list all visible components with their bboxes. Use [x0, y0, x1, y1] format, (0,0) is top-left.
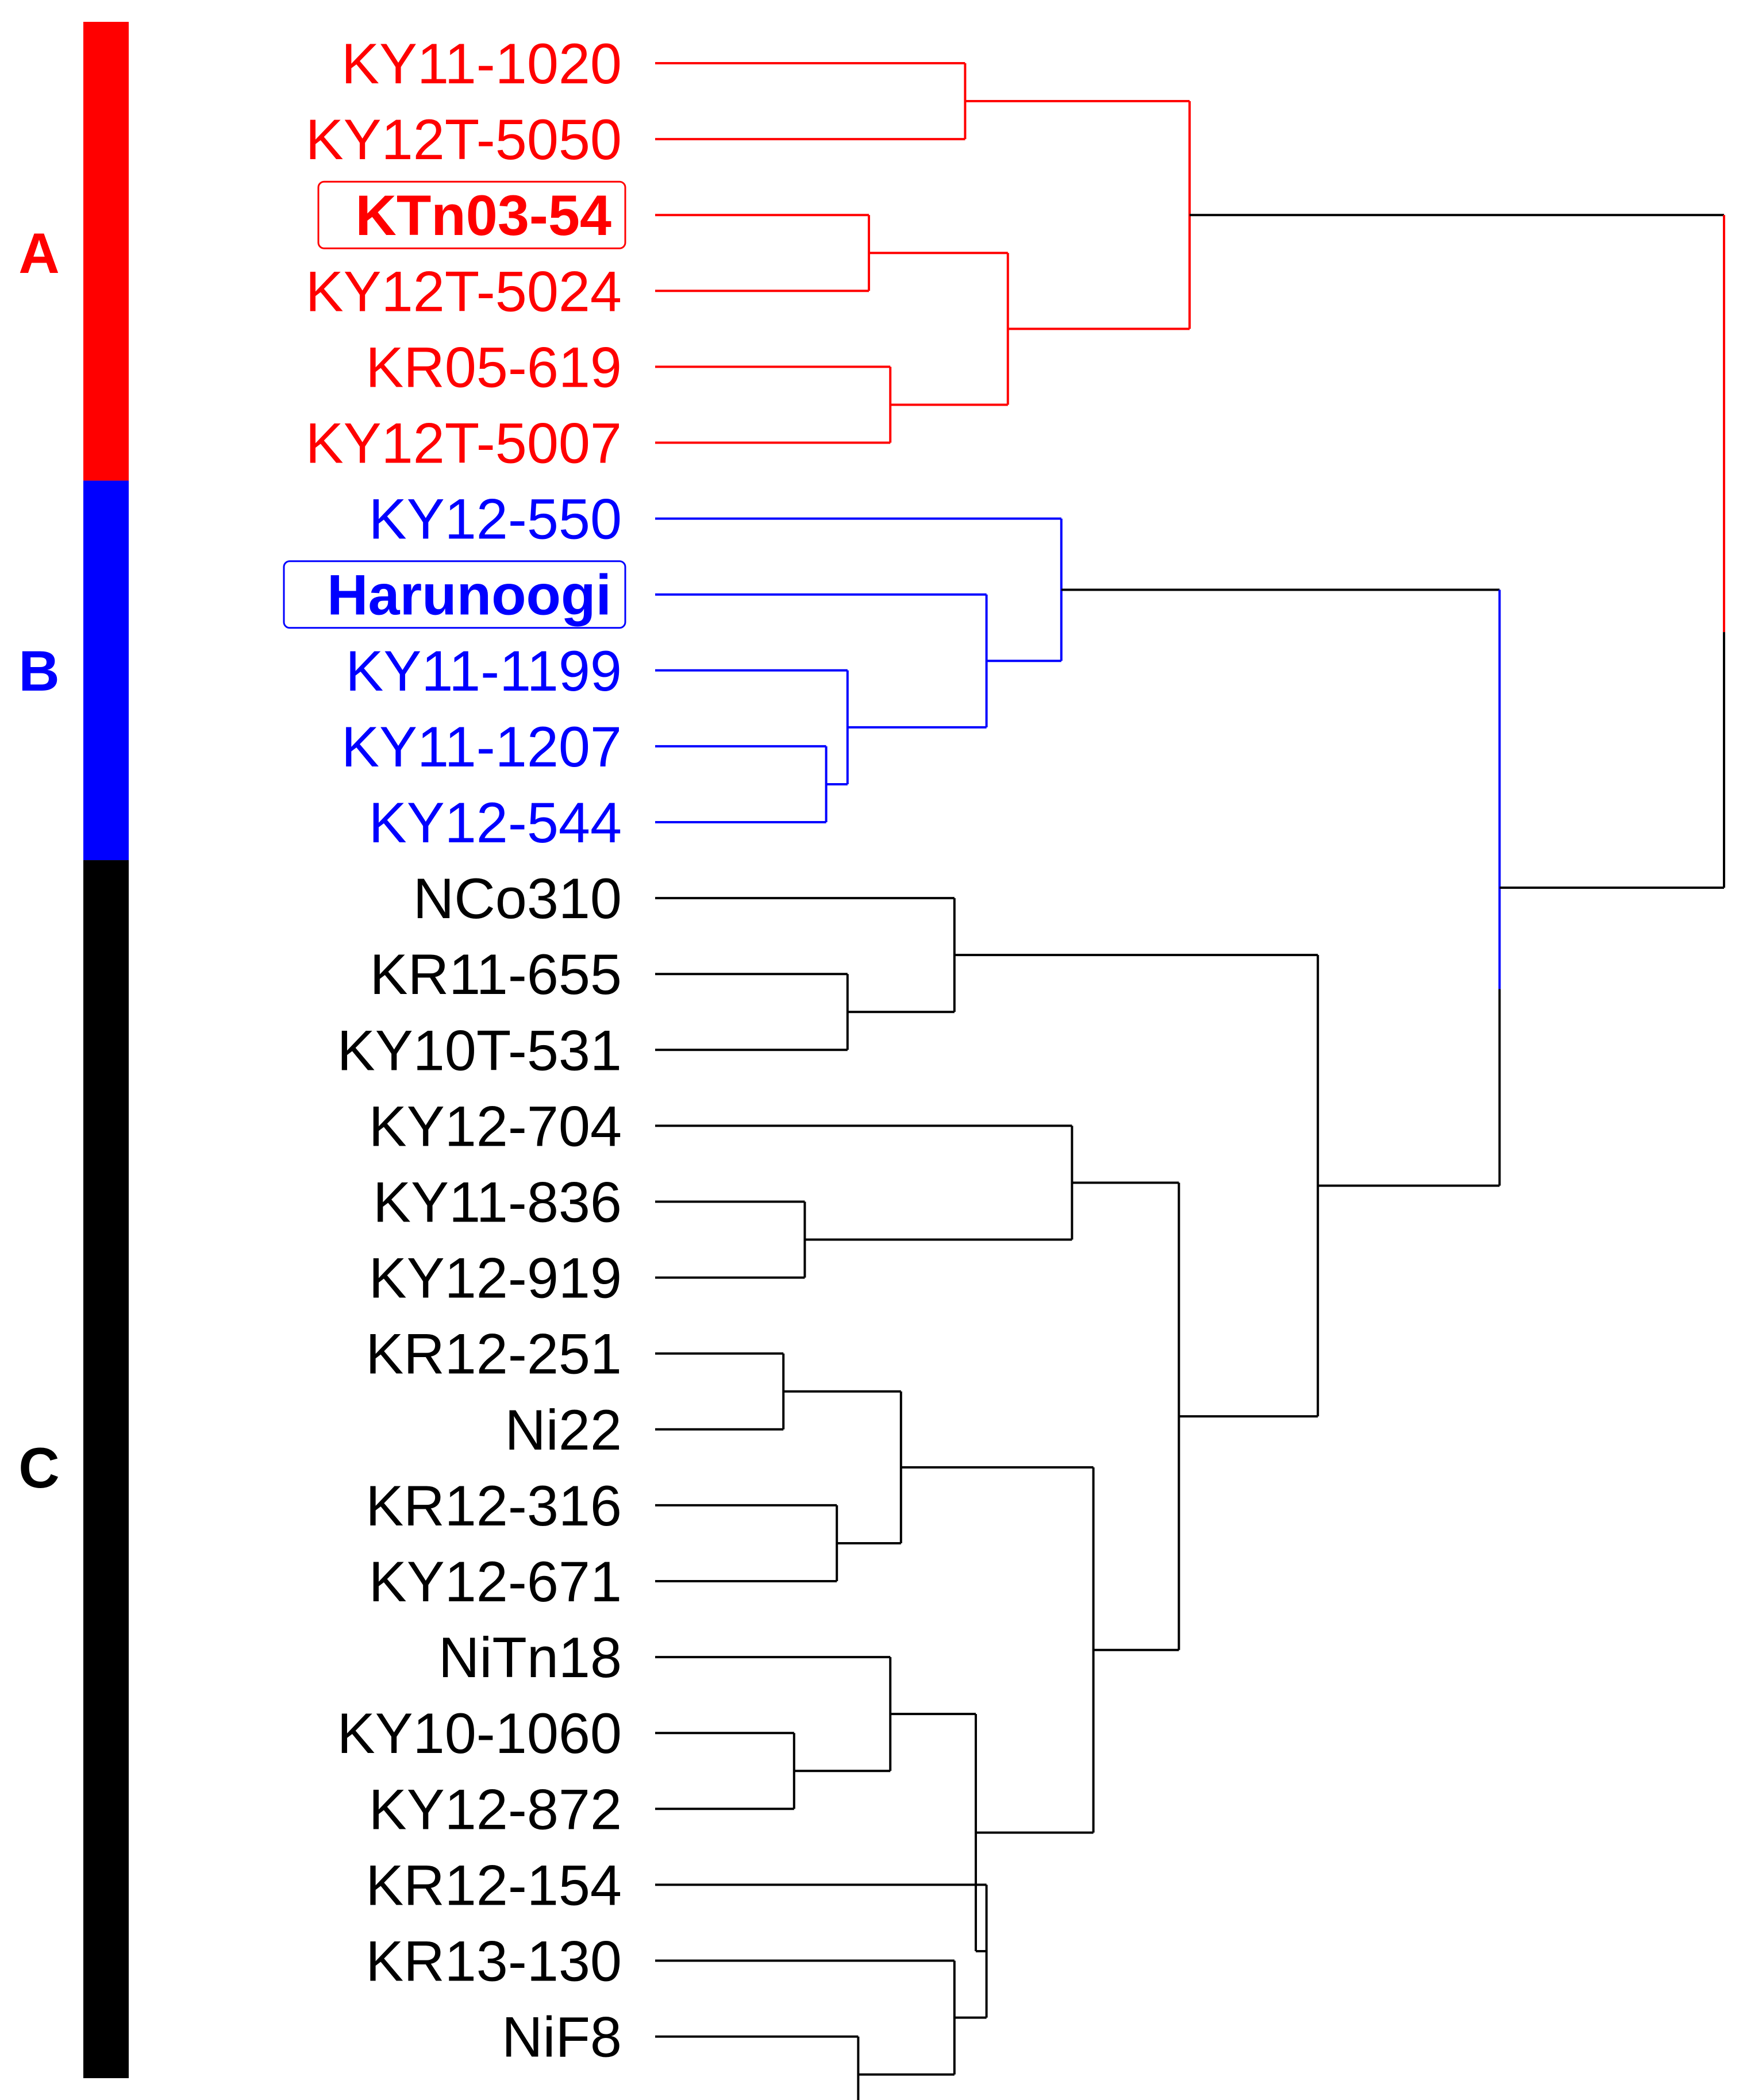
- leaf-label: KY12-544: [369, 791, 622, 854]
- leaf-label: KR11-655: [370, 942, 622, 1006]
- leaf-label: NCo310: [413, 866, 622, 930]
- highlight-box: [317, 180, 626, 249]
- leaf-label: KY12-919: [369, 1246, 622, 1310]
- leaf-label: KR13-130: [365, 1929, 622, 1993]
- leaf-label: KY12-671: [369, 1550, 622, 1613]
- leaf-label: KY12T-5024: [306, 259, 622, 323]
- cluster-bar: [83, 22, 129, 2078]
- leaf-label: KY12T-5007: [306, 411, 622, 475]
- leaf-label: KY10-1060: [337, 1701, 622, 1765]
- leaf-label: KR12-251: [365, 1322, 622, 1386]
- cluster-label-b: B: [18, 639, 60, 703]
- leaf-label: KY12-872: [369, 1777, 622, 1841]
- leaf-label: NiTn18: [438, 1625, 622, 1689]
- cluster-bar-segment-b: [83, 480, 129, 861]
- cluster-label-c: C: [18, 1436, 60, 1500]
- leaf-label: KY12-550: [369, 487, 622, 551]
- leaf-label: Ni22: [505, 1398, 622, 1462]
- cluster-labels: A B C: [18, 221, 60, 1500]
- leaf-labels: KY11-1020 KY12T-5050 KTn03-54 KY12T-5024 KR0…: [283, 32, 626, 2069]
- leaf-label: KR12-154: [365, 1853, 622, 1917]
- leaf-label: KR05-619: [365, 335, 622, 399]
- leaf-label: KTn03-54: [355, 183, 611, 247]
- cluster-bar-segment-c: [83, 860, 129, 2078]
- tree-branches: [655, 62, 1725, 2100]
- leaf-label: Harunoogi: [327, 563, 611, 627]
- leaf-label: KY12-704: [369, 1094, 622, 1158]
- leaf-label: KY11-836: [373, 1170, 622, 1234]
- leaf-label: KR12-316: [365, 1474, 622, 1538]
- cluster-bar-segment-a: [83, 22, 129, 481]
- leaf-label: NiF8: [502, 2005, 622, 2069]
- leaf-label: KY11-1020: [341, 32, 622, 95]
- leaf-label: KY10T-531: [337, 1018, 622, 1082]
- leaf-label: KY11-1199: [345, 639, 622, 703]
- leaf-label: KY11-1207: [341, 715, 622, 779]
- highlight-box: [283, 560, 626, 629]
- cluster-label-a: A: [18, 221, 60, 285]
- leaf-label: KY12T-5050: [306, 107, 622, 171]
